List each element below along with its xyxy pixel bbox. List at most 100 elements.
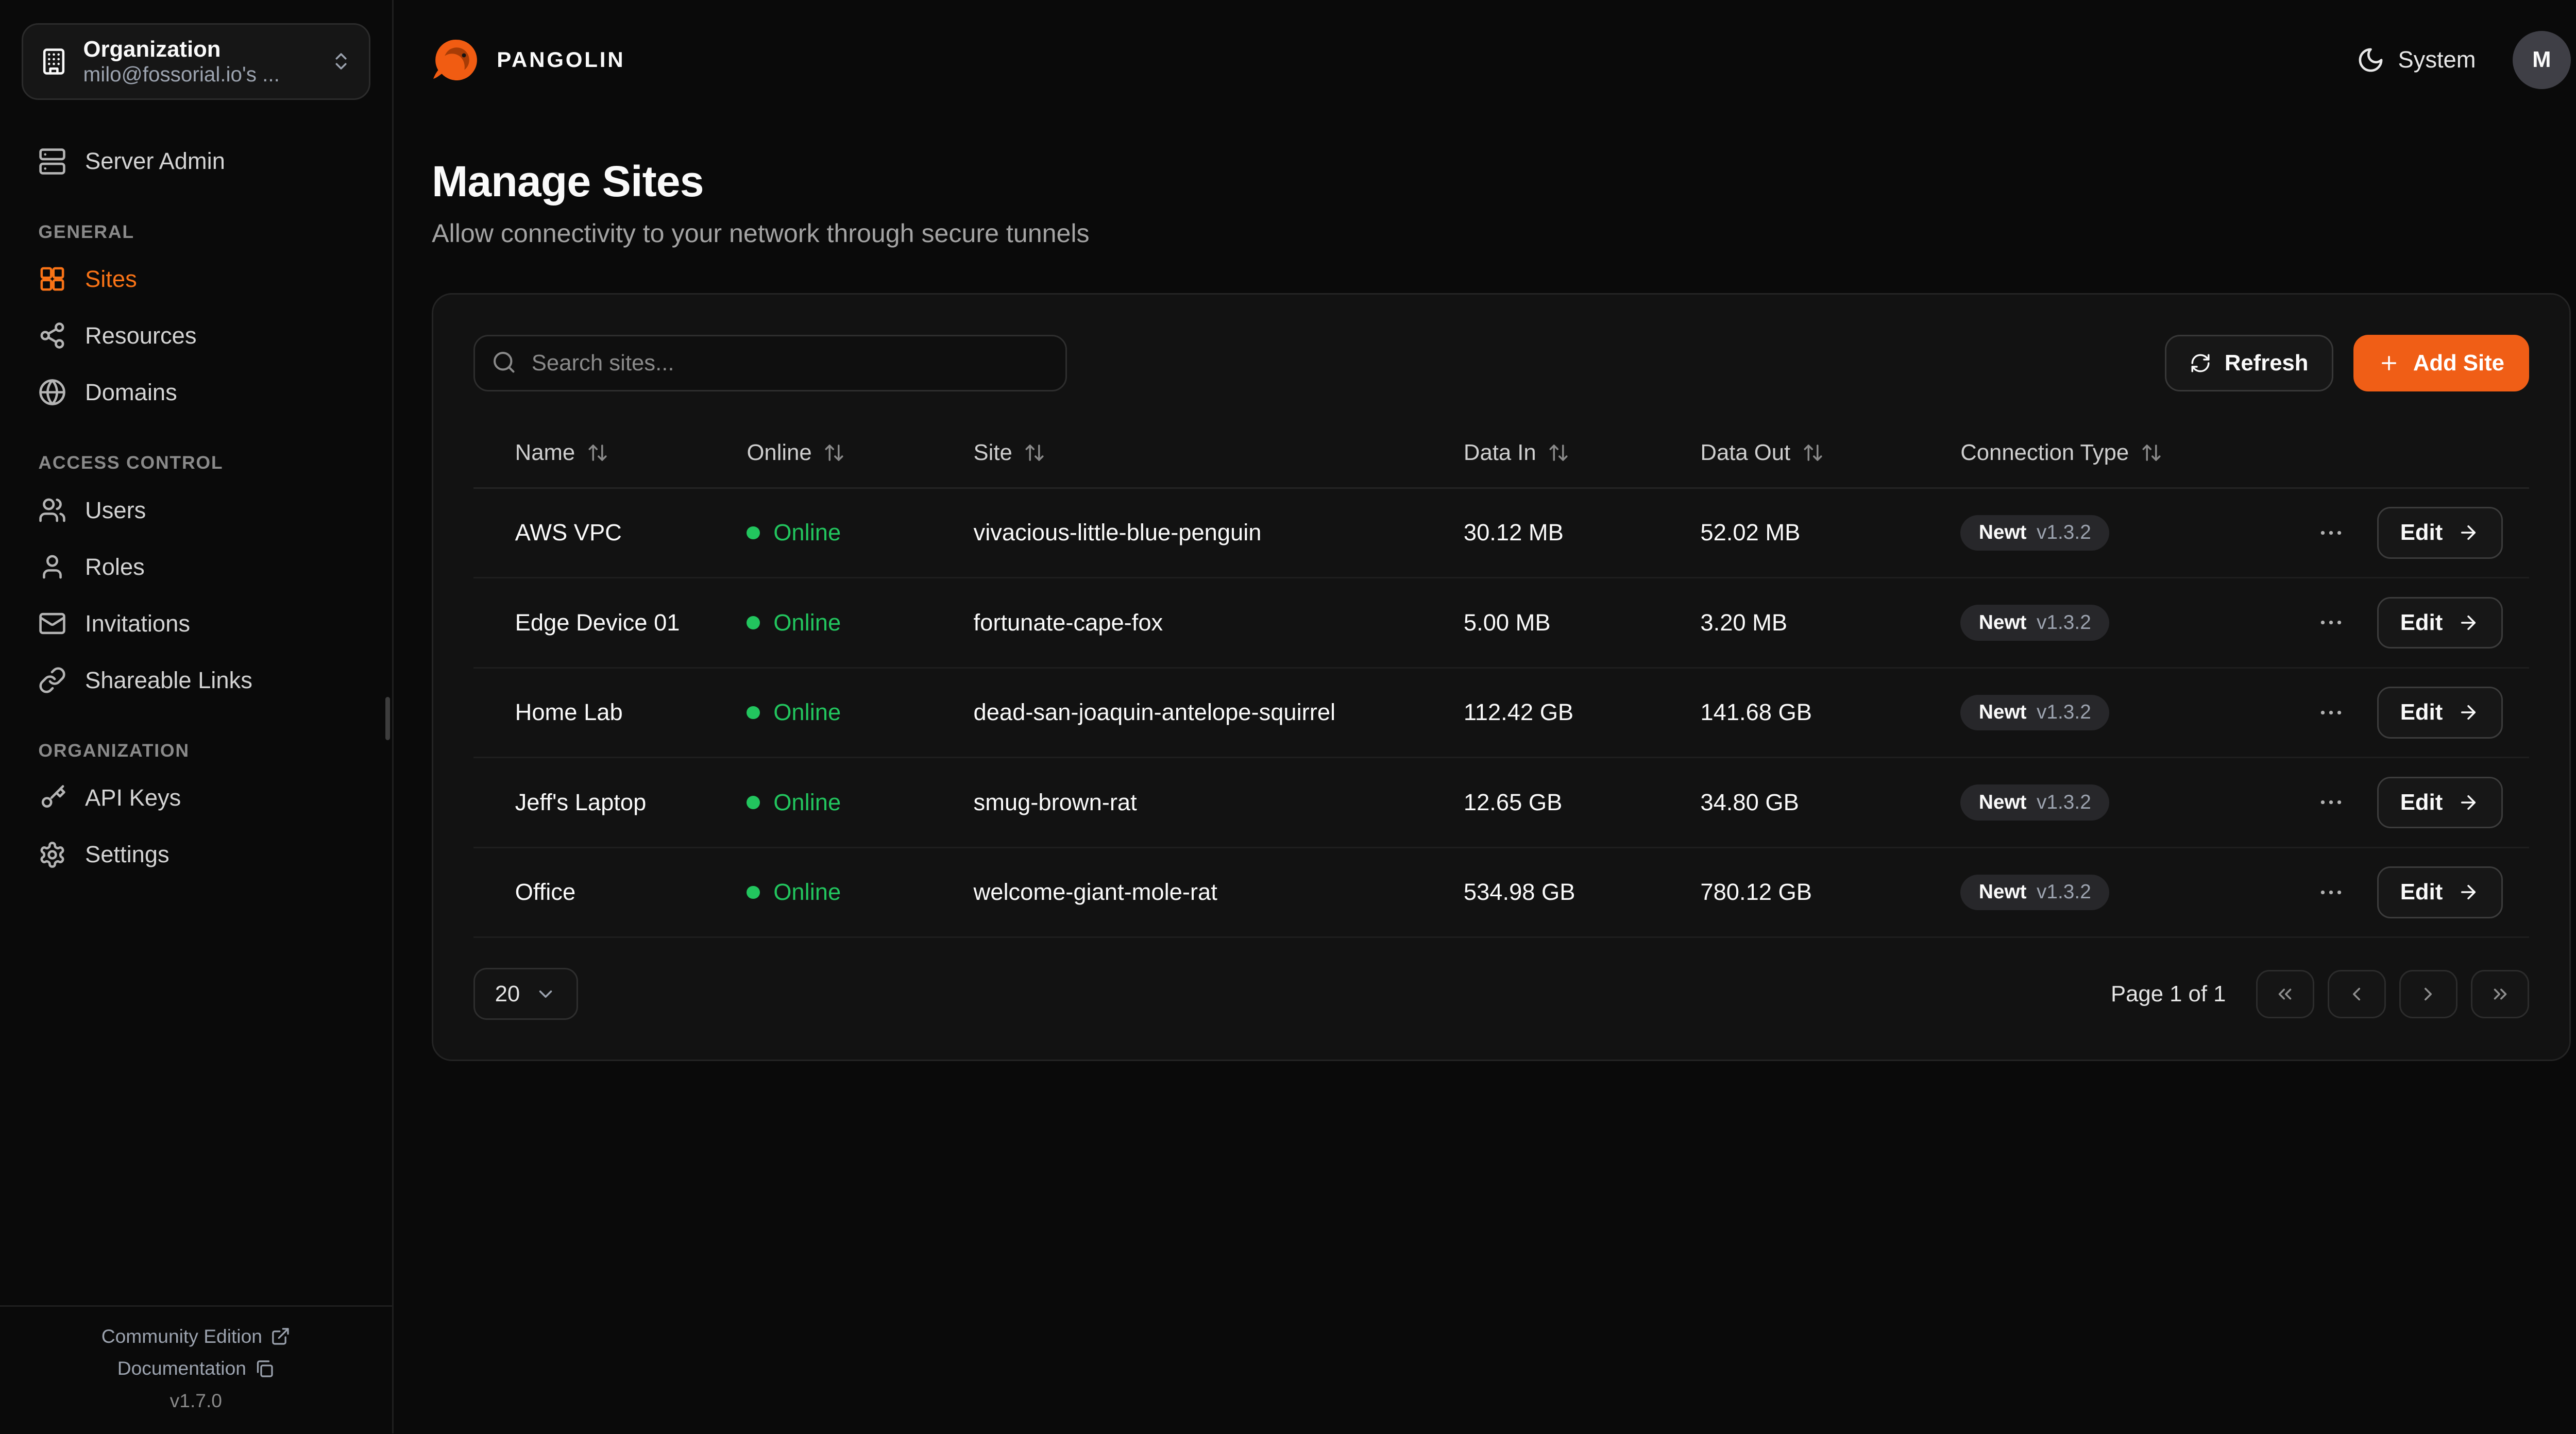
chevrons-right-icon <box>2494 988 2506 1000</box>
online-dot-icon <box>747 885 760 899</box>
row-menu-button[interactable] <box>2310 692 2352 733</box>
search-input[interactable] <box>473 334 1067 391</box>
ellipsis-icon <box>2321 531 2342 535</box>
arrow-right-icon <box>2461 885 2476 900</box>
sidebar-item-label: Roles <box>85 553 145 580</box>
theme-label: System <box>2398 46 2476 73</box>
previous-page-button[interactable] <box>2327 969 2386 1018</box>
first-page-button[interactable] <box>2256 969 2314 1018</box>
sidebar-item-api-keys[interactable]: API Keys <box>22 770 370 826</box>
sidebar-item-server-admin[interactable]: Server Admin <box>22 133 370 190</box>
column-header-data-out[interactable]: Data Out <box>1674 418 1934 488</box>
avatar[interactable]: M <box>2512 30 2571 90</box>
sidebar-item-domains[interactable]: Domains <box>22 364 370 421</box>
sidebar-item-sites[interactable]: Sites <box>22 251 370 308</box>
page-size-select[interactable]: 20 <box>473 968 579 1020</box>
page-size-value: 20 <box>495 981 520 1006</box>
org-text: Organization milo@fossorial.io's ... <box>83 37 316 87</box>
chevron-right-icon <box>2425 987 2432 1000</box>
sidebar-item-invitations[interactable]: Invitations <box>22 595 370 652</box>
link-icon <box>39 667 65 693</box>
row-menu-button[interactable] <box>2310 512 2352 554</box>
last-page-button[interactable] <box>2471 969 2530 1018</box>
sidebar-scrollbar-thumb[interactable] <box>385 696 391 740</box>
online-status: Online <box>747 879 920 906</box>
plus-icon <box>2381 355 2396 370</box>
sidebar-footer: Community Edition Documentation v1.7.0 <box>0 1305 392 1433</box>
column-header-name[interactable]: Name <box>473 418 720 488</box>
building-icon <box>43 48 65 75</box>
sidebar-item-shareable-links[interactable]: Shareable Links <box>22 652 370 709</box>
row-actions: Edit <box>2317 758 2503 847</box>
online-label: Online <box>773 879 841 906</box>
online-label: Online <box>773 699 841 726</box>
sidebar-item-users[interactable]: Users <box>22 482 370 539</box>
user-icon <box>43 555 62 579</box>
arrow-right-icon <box>2461 705 2476 720</box>
edit-button[interactable]: Edit <box>2377 687 2503 739</box>
data-out-cell: 780.12 GB <box>1700 879 1812 906</box>
data-in-cell: 112.42 GB <box>1463 699 1574 726</box>
ellipsis-icon <box>2321 890 2342 895</box>
docs-window-icon <box>257 1360 273 1377</box>
documentation-label: Documentation <box>117 1357 246 1379</box>
search-icon <box>494 351 515 373</box>
server-icon <box>39 148 66 175</box>
community-edition-link[interactable]: Community Edition <box>101 1325 291 1347</box>
edit-button[interactable]: Edit <box>2377 866 2503 918</box>
next-page-button[interactable] <box>2399 969 2458 1018</box>
org-switcher[interactable]: Organization milo@fossorial.io's ... <box>22 23 370 100</box>
site-id-cell: fortunate-cape-fox <box>973 609 1163 636</box>
add-site-button[interactable]: Add Site <box>2353 334 2530 391</box>
arrow-right-icon <box>2461 525 2476 540</box>
online-dot-icon <box>747 706 760 720</box>
site-id-cell: dead-san-joaquin-antelope-squirrel <box>973 699 1336 726</box>
brand[interactable]: PANGOLIN <box>432 35 625 85</box>
data-in-cell: 30.12 MB <box>1463 519 1564 546</box>
sidebar-item-label: Shareable Links <box>85 667 252 693</box>
connection-type-badge: Newt v1.3.2 <box>1960 605 2110 641</box>
column-header-online[interactable]: Online <box>720 418 947 488</box>
edit-button[interactable]: Edit <box>2377 596 2503 649</box>
card-footer: 20 Page 1 of 1 <box>473 968 2530 1020</box>
column-header-actions <box>2291 418 2529 488</box>
theme-toggle-button[interactable]: System <box>2357 46 2476 74</box>
sort-icon <box>1025 444 1044 461</box>
sort-icon <box>825 444 843 461</box>
section-title-general: GENERAL <box>38 221 134 242</box>
sites-icon <box>41 267 64 291</box>
edit-button[interactable]: Edit <box>2377 507 2503 559</box>
pager <box>2256 969 2530 1018</box>
page-content: Manage Sites Allow connectivity to your … <box>394 120 2576 1062</box>
section-title-organization: ORGANIZATION <box>38 740 190 761</box>
page-title: Manage Sites <box>432 157 704 206</box>
online-label: Online <box>773 519 841 546</box>
sort-icon <box>1549 444 1568 461</box>
sidebar-nav: Server Admin GENERAL Sites Resources Dom… <box>22 133 370 883</box>
row-menu-button[interactable] <box>2310 872 2352 913</box>
row-actions: Edit <box>2317 578 2503 667</box>
online-label: Online <box>773 789 841 815</box>
resources-icon <box>41 322 64 349</box>
table-header-row: Name Online Site Data In Data Out Connec… <box>473 418 2530 488</box>
page-subtitle: Allow connectivity to your network throu… <box>432 218 1090 248</box>
column-header-connection-type[interactable]: Connection Type <box>1934 418 2291 488</box>
column-header-site[interactable]: Site <box>947 418 1437 488</box>
row-menu-button[interactable] <box>2310 602 2352 644</box>
brand-name: PANGOLIN <box>497 47 625 72</box>
edit-button[interactable]: Edit <box>2377 776 2503 829</box>
sidebar-item-roles[interactable]: Roles <box>22 539 370 595</box>
sidebar-item-settings[interactable]: Settings <box>22 826 370 883</box>
documentation-link[interactable]: Documentation <box>117 1357 275 1379</box>
sort-icon <box>2142 444 2161 461</box>
table-row: Home Lab Online dead-san-joaquin-antelop… <box>473 668 2530 758</box>
refresh-button[interactable]: Refresh <box>2164 334 2333 391</box>
version-label: v1.7.0 <box>170 1389 223 1411</box>
column-header-data-in[interactable]: Data In <box>1437 418 1674 488</box>
sidebar-item-label: Resources <box>85 322 197 349</box>
row-menu-button[interactable] <box>2310 782 2352 824</box>
site-id-cell: smug-brown-rat <box>973 789 1137 815</box>
sites-table: Name Online Site Data In Data Out Connec… <box>473 418 2530 938</box>
sidebar-item-resources[interactable]: Resources <box>22 308 370 364</box>
